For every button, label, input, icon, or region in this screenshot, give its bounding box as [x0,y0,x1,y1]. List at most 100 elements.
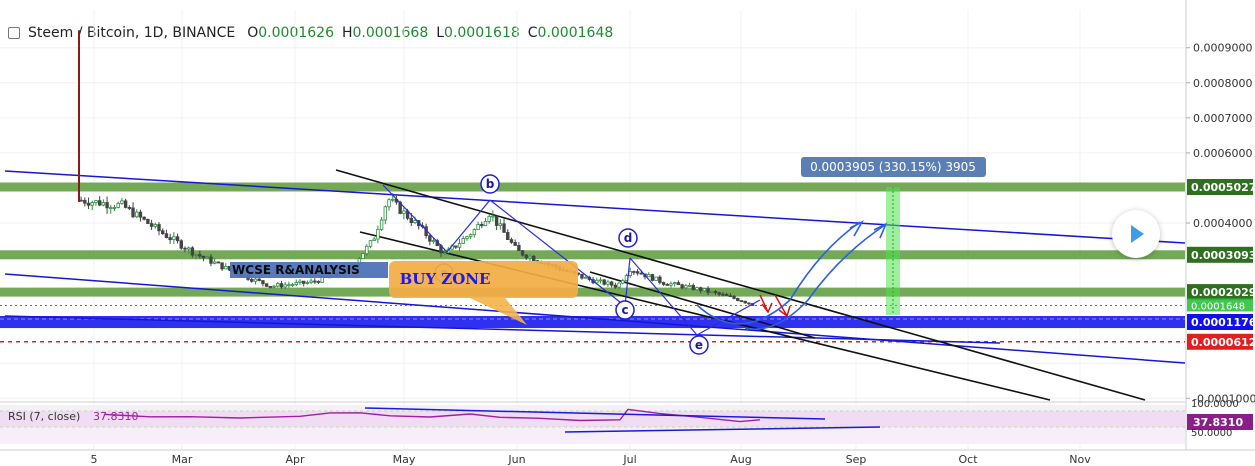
wave-label-circle [615,300,635,320]
x-tick-label: Jul [622,453,636,466]
candle [595,279,599,284]
projection-path-outer [744,224,886,330]
candle [457,243,462,248]
wave-line [446,199,491,253]
wave-line [696,299,761,336]
candle [79,199,83,202]
y-tick-label: 0.0009000 [1193,42,1253,55]
candle [580,273,584,279]
candle [209,256,213,264]
candle [706,288,710,293]
candle [168,237,172,241]
price-label: 0.0005027 [1191,181,1255,194]
wave-line [382,184,448,253]
wave-line [624,257,631,307]
x-tick-label: Mar [172,453,193,466]
wave-label-circle [689,335,709,355]
candle [127,207,132,209]
rsi-tick-label: 50.0000 [1191,428,1232,439]
text-box-bg [230,262,388,278]
candle [224,265,228,270]
candle [617,282,621,288]
callout-bg [389,261,578,298]
play-button[interactable] [1112,210,1160,258]
candle [609,281,614,286]
candle [161,230,165,235]
price-label-bg [1187,179,1253,195]
candle [253,278,258,282]
candle [498,223,503,226]
candle [724,294,729,297]
candle [279,283,284,288]
candle [647,274,651,278]
current-price-label: 0.0001648 [1191,301,1245,312]
candle [684,285,688,289]
resistance-zone [0,250,1185,260]
candle [201,255,206,259]
candle [613,284,618,288]
play-icon [1131,225,1144,243]
candle [665,284,669,286]
candle [532,255,536,262]
candle [294,282,298,285]
candle [480,224,484,227]
candle [179,240,183,249]
rsi-tick-label: 100.0000 [1191,399,1239,410]
candle [468,234,473,237]
candle [465,236,469,239]
candle [368,240,373,247]
rsi-band [0,411,1185,427]
candle [264,283,269,287]
projection-path [696,221,861,325]
wave-label-e: e [695,338,703,352]
arrowhead-icon [849,220,865,237]
candle [747,302,751,305]
candle [717,292,721,295]
candle [520,250,525,256]
wave-label-c: c [621,303,628,317]
open-value: 0.0001626 [258,25,334,41]
rsi-trendline [564,426,881,433]
candle [112,207,117,209]
candle [472,229,477,236]
candle [290,284,295,286]
x-tick-label: 5 [91,453,98,466]
candle [135,211,139,218]
rsi-line [104,408,761,423]
rsi-trendline [364,407,826,420]
candle [361,253,365,259]
y-tick-label: 0.0007000 [1193,112,1253,125]
candle [164,233,169,239]
candle [602,279,606,285]
x-tick-label: Oct [958,453,978,466]
low-key: L [436,25,445,41]
candle [212,261,217,264]
candle [220,262,224,270]
candle [598,279,603,282]
candle [639,272,644,275]
candle [83,199,87,204]
trendline-black [335,169,1146,401]
candle [483,220,488,227]
collapse-toggle-icon[interactable] [8,27,20,39]
candle [661,282,666,285]
price-label: 0.0000612 [1191,336,1255,349]
high-value: 0.0001668 [352,25,429,41]
candle [687,285,692,287]
candle [149,223,154,227]
candle [442,252,447,255]
trendline-blue [4,315,1001,344]
candle [142,216,146,220]
candle [413,220,417,224]
x-tick-label: Jun [507,453,525,466]
trendline-black [359,231,1051,401]
rsi-value: 37.8310 [93,410,139,423]
candle [194,254,198,256]
rsi-axis-value: 37.8310 [1193,416,1243,429]
candle [172,236,176,241]
candle [476,224,480,230]
candle [372,238,376,242]
candle [305,282,310,284]
current-price-bg [1187,298,1253,312]
